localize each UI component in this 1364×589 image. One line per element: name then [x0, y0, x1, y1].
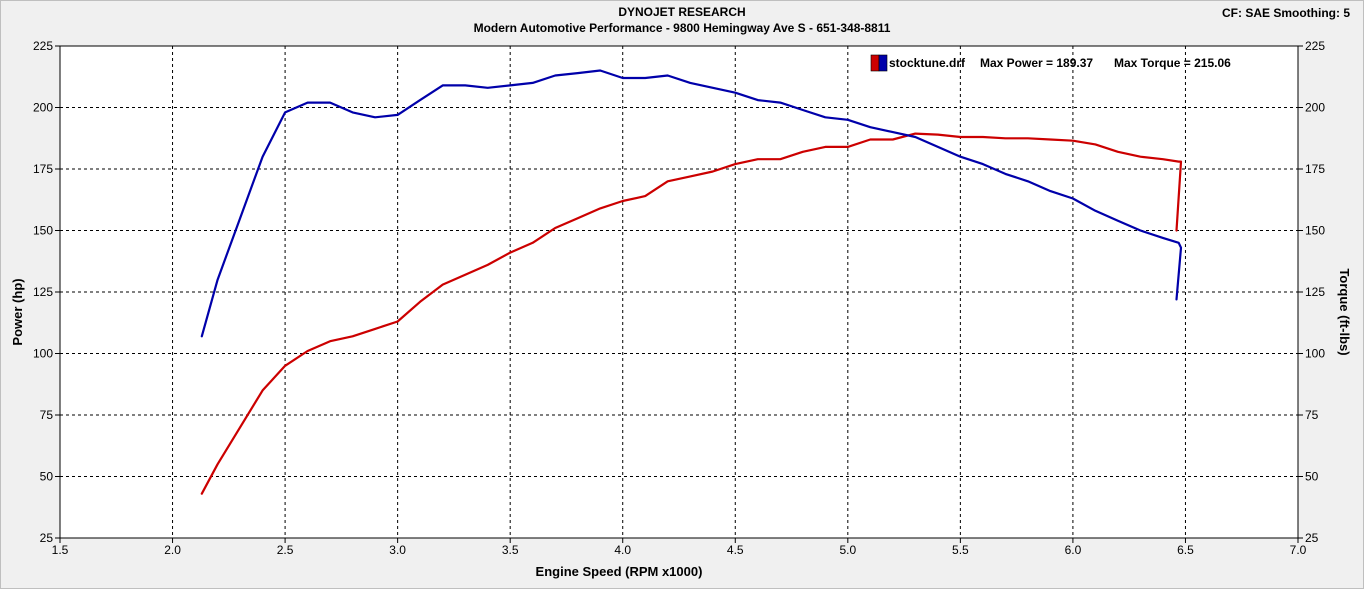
series-lines — [200, 69, 1183, 495]
y-tick-label-left: 125 — [33, 285, 53, 299]
x-axis-title: Engine Speed (RPM x1000) — [536, 564, 703, 579]
legend: stocktune.drf Max Power = 189.37 Max Tor… — [870, 54, 1231, 72]
y-tick-label-right: 50 — [1305, 470, 1319, 484]
x-tick-label: 6.5 — [1177, 543, 1194, 557]
y-axis-title-left: Power (hp) — [10, 278, 25, 345]
x-tick-label: 2.0 — [164, 543, 181, 557]
y-tick-label-left: 50 — [40, 470, 54, 484]
y-tick-label-right: 225 — [1305, 39, 1325, 53]
x-tick-label: 6.0 — [1065, 543, 1082, 557]
plot-border — [59, 45, 1299, 539]
x-tick-label: 2.5 — [277, 543, 294, 557]
y-tick-label-left: 225 — [33, 39, 53, 53]
chart-subtitle: Modern Automotive Performance - 9800 Hem… — [473, 21, 891, 35]
y-tick-label-right: 100 — [1305, 347, 1325, 361]
y-tick-label-right: 150 — [1305, 224, 1325, 238]
series-line-power — [200, 132, 1183, 495]
x-tick-label: 1.5 — [52, 543, 69, 557]
grid-lines — [60, 46, 1298, 538]
y-tick-label-left: 75 — [40, 408, 54, 422]
legend-max-power: Max Power = 189.37 — [980, 56, 1093, 70]
y-tick-label-right: 200 — [1305, 101, 1325, 115]
y-tick-label-right: 75 — [1305, 408, 1319, 422]
x-tick-label: 5.5 — [952, 543, 969, 557]
y-tick-label-left: 150 — [33, 224, 53, 238]
y-tick-label-right: 125 — [1305, 285, 1325, 299]
y-axis-title-right: Torque (ft-lbs) — [1337, 268, 1352, 355]
legend-swatch-power — [870, 54, 880, 72]
correction-settings: CF: SAE Smoothing: 5 — [1222, 6, 1350, 20]
x-tick-label: 7.0 — [1290, 543, 1307, 557]
x-tick-label: 3.0 — [389, 543, 406, 557]
y-tick-label-right: 25 — [1305, 531, 1319, 545]
x-tick-label: 4.0 — [614, 543, 631, 557]
x-tick-label: 4.5 — [727, 543, 744, 557]
y-tick-label-right: 175 — [1305, 162, 1325, 176]
x-tick-label: 5.0 — [839, 543, 856, 557]
legend-file-name: stocktune.drf — [889, 56, 966, 70]
axis-ticks: 1.5 2.0 2.5 3.0 3.5 4.0 4.5 5.0 5.5 6.0 6.5 7.025 25… — [33, 39, 1325, 557]
y-tick-label-left: 175 — [33, 162, 53, 176]
legend-max-torque: Max Torque = 215.06 — [1114, 56, 1231, 70]
y-tick-label-left: 25 — [40, 531, 54, 545]
legend-swatch-torque — [878, 54, 888, 72]
y-tick-label-left: 100 — [33, 347, 53, 361]
series-line-torque — [200, 69, 1183, 338]
x-tick-label: 3.5 — [502, 543, 519, 557]
chart-title: DYNOJET RESEARCH — [618, 5, 746, 19]
y-tick-label-left: 200 — [33, 101, 53, 115]
